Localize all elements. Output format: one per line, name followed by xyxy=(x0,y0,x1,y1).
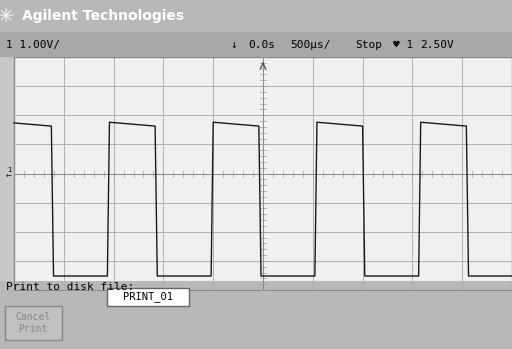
Text: 0.0s: 0.0s xyxy=(248,40,275,50)
Bar xyxy=(0,281,512,349)
Text: 1
←: 1 ← xyxy=(6,167,12,180)
FancyBboxPatch shape xyxy=(5,306,62,340)
Bar xyxy=(14,57,512,290)
Text: 2.50V: 2.50V xyxy=(420,40,454,50)
Text: Print to disk file:: Print to disk file: xyxy=(6,282,134,292)
Text: ↓: ↓ xyxy=(230,40,237,50)
Text: ✳: ✳ xyxy=(0,7,14,25)
Text: Stop: Stop xyxy=(355,40,382,50)
Bar xyxy=(0,32,512,57)
Text: Cancel
Print: Cancel Print xyxy=(15,312,51,334)
FancyBboxPatch shape xyxy=(107,288,189,306)
Bar xyxy=(0,0,512,32)
Text: PRINT_01: PRINT_01 xyxy=(123,291,173,303)
Text: 500μs/: 500μs/ xyxy=(290,40,331,50)
Text: Agilent Technologies: Agilent Technologies xyxy=(22,9,184,23)
Text: ♥ 1: ♥ 1 xyxy=(393,40,413,50)
Text: 1 1.00V/: 1 1.00V/ xyxy=(6,40,60,50)
